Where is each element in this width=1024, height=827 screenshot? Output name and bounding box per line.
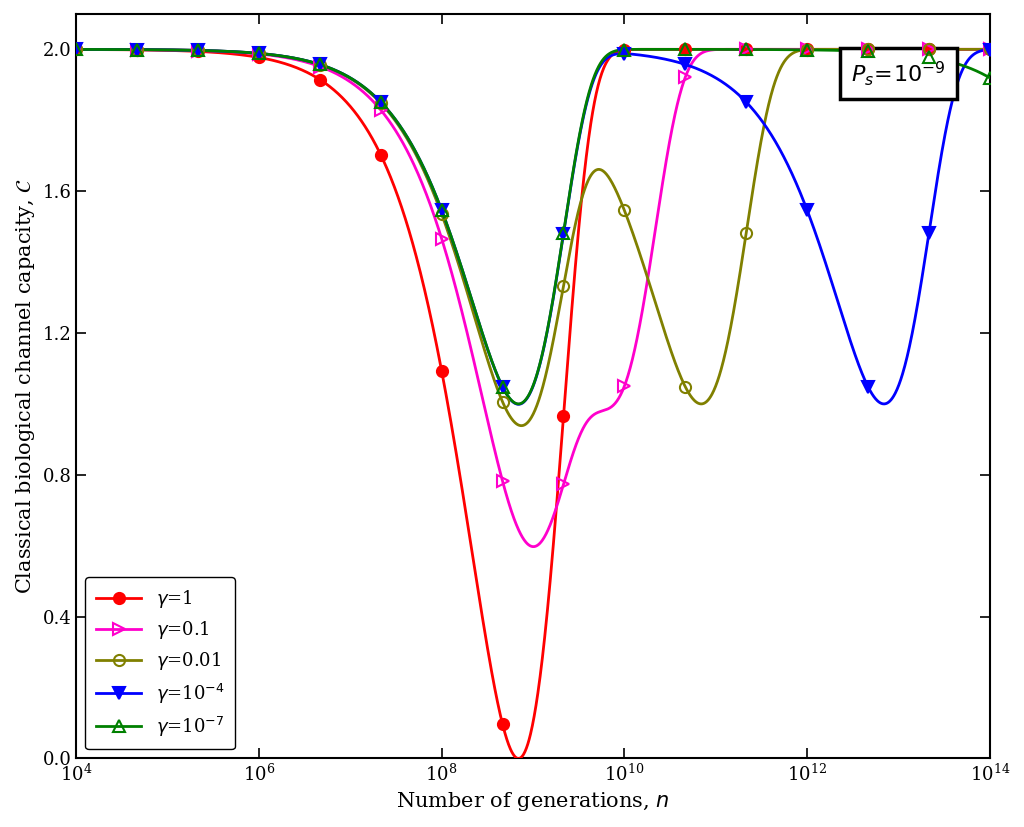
Text: $P_s\!=\!10^{-9}$: $P_s\!=\!10^{-9}$	[851, 59, 946, 88]
X-axis label: Number of generations, $n$: Number of generations, $n$	[396, 790, 670, 813]
Y-axis label: Classical biological channel capacity, $\mathcal{C}$: Classical biological channel capacity, $…	[14, 178, 37, 595]
Legend: $\gamma$=1, $\gamma$=0.1, $\gamma$=0.01, $\gamma$=10$^{-4}$, $\gamma$=10$^{-7}$: $\gamma$=1, $\gamma$=0.1, $\gamma$=0.01,…	[85, 577, 236, 749]
